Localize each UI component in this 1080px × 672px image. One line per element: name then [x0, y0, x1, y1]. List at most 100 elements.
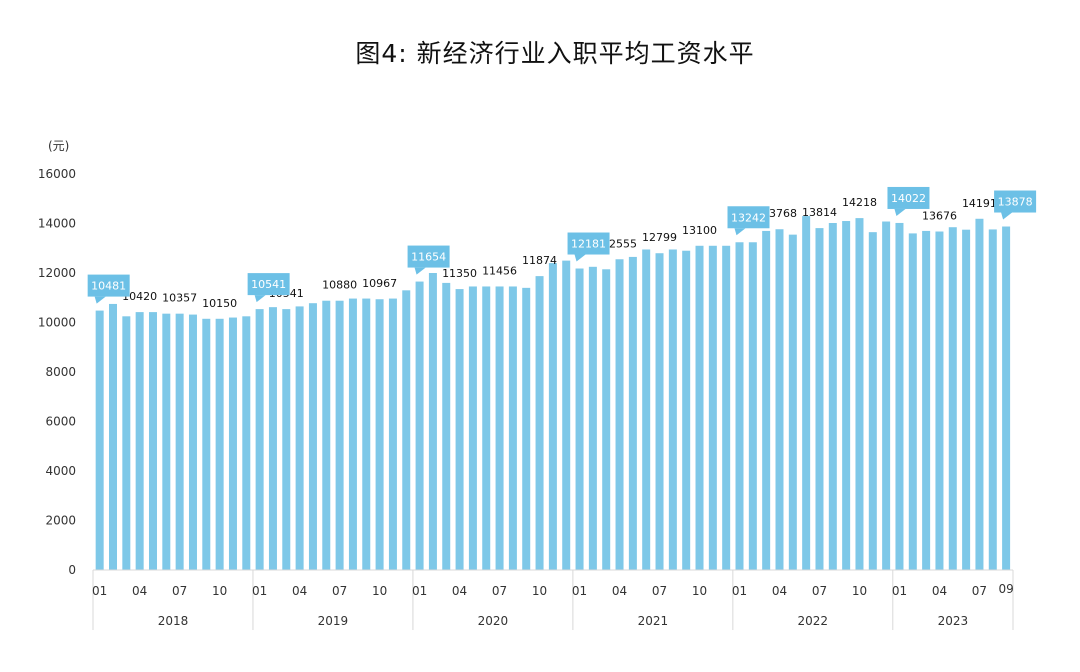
bar [842, 221, 851, 570]
callout-label: 10481 [91, 280, 126, 293]
callout-box [247, 273, 290, 296]
callout-box [887, 186, 930, 209]
y-tick-label: 10000 [38, 316, 76, 330]
x-tick-label-last: 09 [998, 582, 1013, 596]
bar [415, 281, 424, 570]
data-label: 11874 [522, 254, 557, 267]
year-label: 2021 [638, 614, 669, 628]
callout-pointer [894, 208, 906, 216]
x-tick-label: 01 [572, 584, 587, 598]
bar [95, 310, 104, 570]
bar [695, 245, 704, 570]
callout-label: 11654 [411, 251, 446, 264]
bar [508, 286, 517, 570]
bar [388, 298, 397, 570]
x-tick-label: 04 [772, 584, 787, 598]
bar [202, 318, 211, 570]
y-tick-label: 12000 [38, 266, 76, 280]
bar [335, 300, 344, 570]
bar [642, 249, 651, 571]
data-label: 11456 [482, 264, 517, 277]
x-tick-label: 01 [252, 584, 267, 598]
callout-label: 10541 [251, 278, 286, 291]
bar [175, 313, 184, 570]
callout-pointer [1001, 212, 1013, 220]
bar [402, 290, 411, 570]
bar [935, 231, 944, 571]
data-label: 10150 [202, 297, 237, 310]
bar [362, 298, 371, 570]
bar [815, 228, 824, 570]
bar [575, 268, 584, 570]
x-tick-label: 10 [372, 584, 387, 598]
x-tick-label: 04 [132, 584, 147, 598]
bar [548, 263, 557, 570]
bar [148, 312, 157, 570]
bar [428, 273, 437, 570]
bar [895, 222, 904, 570]
bar [602, 269, 611, 570]
bar [228, 317, 237, 570]
data-label: 14218 [842, 196, 877, 209]
data-label: 13768 [762, 207, 797, 220]
data-label: 10357 [162, 292, 197, 305]
data-label: 12799 [642, 231, 677, 244]
bar [255, 309, 264, 570]
bar [468, 286, 477, 570]
x-tick-label: 04 [932, 584, 947, 598]
chart-title: 图4: 新经济行业入职平均工资水平 [355, 39, 755, 68]
bar [495, 286, 504, 570]
bar [802, 216, 811, 570]
y-tick-label: 4000 [45, 464, 76, 478]
bar [162, 313, 171, 570]
year-label: 2018 [158, 614, 189, 628]
bar [188, 314, 197, 570]
bar [1002, 226, 1011, 570]
bar [322, 300, 331, 570]
bar [775, 229, 784, 570]
bar [668, 249, 677, 571]
data-label: 11350 [442, 267, 477, 280]
y-tick-label: 2000 [45, 514, 76, 528]
bar [788, 234, 797, 570]
y-tick-label: 14000 [38, 217, 76, 231]
bar [882, 221, 891, 570]
bar [442, 282, 451, 570]
x-tick-label: 10 [212, 584, 227, 598]
bar [722, 245, 731, 570]
bar [828, 223, 837, 570]
y-tick-label: 16000 [38, 167, 76, 181]
bar [748, 242, 757, 570]
x-tick-label: 01 [92, 584, 107, 598]
callout-box [994, 190, 1037, 213]
x-tick-label: 04 [612, 584, 627, 598]
x-tick-label: 10 [692, 584, 707, 598]
year-label: 2020 [478, 614, 509, 628]
bar [308, 303, 317, 570]
bar [948, 227, 957, 570]
x-tick-label: 04 [452, 584, 467, 598]
callout-box [727, 206, 770, 229]
bar [215, 318, 224, 570]
callout-pointer [734, 228, 746, 236]
y-tick-label: 0 [68, 563, 76, 577]
bar [295, 306, 304, 570]
bar [348, 298, 357, 570]
bar [708, 245, 717, 570]
bar [108, 303, 117, 570]
bar [282, 309, 291, 570]
year-label: 2019 [318, 614, 349, 628]
data-label: 13100 [682, 224, 717, 237]
x-tick-label: 01 [892, 584, 907, 598]
data-label: 10880 [322, 279, 357, 292]
callout-pointer [574, 254, 586, 262]
bar [455, 289, 464, 570]
callout-label: 13878 [998, 196, 1033, 209]
data-label: 10420 [122, 290, 157, 303]
bar [535, 276, 544, 570]
x-tick-label: 10 [532, 584, 547, 598]
x-tick-label: 07 [492, 584, 507, 598]
y-axis-unit: (元) [48, 139, 69, 153]
callout-pointer [254, 295, 266, 303]
